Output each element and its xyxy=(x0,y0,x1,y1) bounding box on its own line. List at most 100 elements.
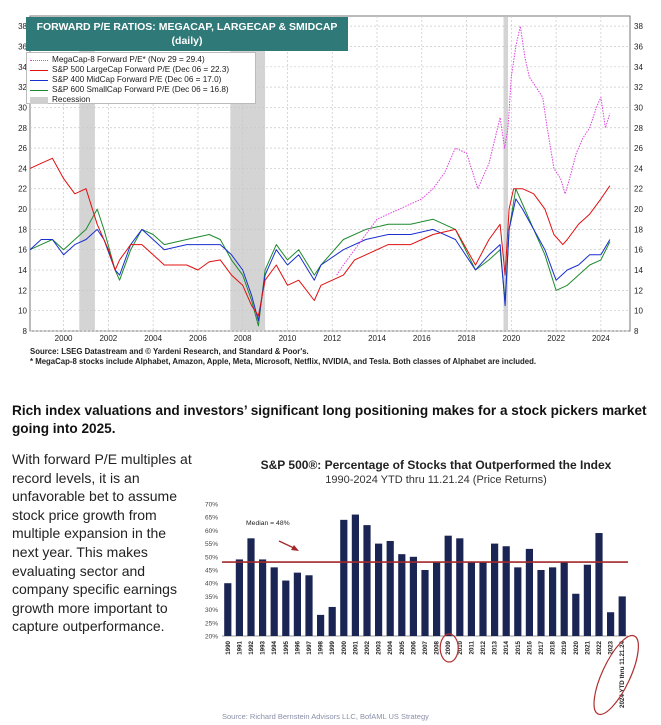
y-tick-label-right: 26 xyxy=(634,144,643,153)
bar xyxy=(235,559,243,636)
y-tick-label-right: 38 xyxy=(634,22,643,31)
legend-label: S&P 400 MidCap Forward P/E (Dec 06 = 17.… xyxy=(52,75,222,84)
x-tick-label: 2020 xyxy=(502,334,520,343)
y-tick-label-left: 10 xyxy=(18,307,27,316)
y-tick-label-right: 32 xyxy=(634,83,643,92)
legend-item-largecap: S&P 500 LargeCap Forward P/E (Dec 06 = 2… xyxy=(30,65,252,75)
legend-swatch xyxy=(30,59,48,61)
bar-x-tick-label: 2004 xyxy=(387,640,394,654)
y-tick-label-left: 20 xyxy=(18,205,27,214)
x-tick-label: 2024 xyxy=(592,334,610,343)
bar-x-tick-label: 2007 xyxy=(422,640,429,654)
bar xyxy=(525,548,533,636)
y-tick-label-left: 32 xyxy=(18,83,27,92)
bar-x-tick-label: 1991 xyxy=(236,640,243,654)
y-tick-label-right: 18 xyxy=(634,225,643,234)
y-tick-label-right: 28 xyxy=(634,124,643,133)
bar-x-tick-label: 2023 xyxy=(608,640,615,654)
chart-title-box: FORWARD P/E RATIOS: MEGACAP, LARGECAP & … xyxy=(26,17,348,51)
bar xyxy=(607,612,615,636)
bar xyxy=(340,519,348,636)
x-tick-label: 2010 xyxy=(279,334,297,343)
bar xyxy=(375,543,383,636)
bar xyxy=(456,538,464,636)
y-tick-label-right: 20 xyxy=(634,205,643,214)
median-label: Median = 48% xyxy=(246,520,290,527)
bar xyxy=(479,562,487,636)
y-tick-label-left: 24 xyxy=(18,164,27,173)
y-tick-label-right: 8 xyxy=(634,327,639,336)
bar-y-tick-label: 65% xyxy=(205,515,218,522)
y-tick-label-right: 24 xyxy=(634,164,643,173)
bar xyxy=(421,570,429,636)
bar xyxy=(398,554,406,636)
bar-x-tick-label: 2012 xyxy=(480,640,487,654)
bar-x-tick-label: 1993 xyxy=(260,640,267,654)
y-tick-label-right: 30 xyxy=(634,103,643,112)
y-tick-label-left: 30 xyxy=(18,103,27,112)
legend-swatch xyxy=(30,69,48,71)
x-tick-label: 2006 xyxy=(189,334,207,343)
legend-label: S&P 500 LargeCap Forward P/E (Dec 06 = 2… xyxy=(52,65,230,74)
series-line xyxy=(336,25,611,276)
bar xyxy=(583,564,591,636)
bar-x-tick-label: 2015 xyxy=(515,640,522,654)
bar-x-tick-label: 1990 xyxy=(225,640,232,654)
legend-item-megacap: MegaCap-8 Forward P/E* (Nov 29 = 29.4) xyxy=(30,55,252,65)
bar xyxy=(270,567,278,636)
y-tick-label-left: 38 xyxy=(18,22,27,31)
bar xyxy=(282,580,290,636)
bar-x-tick-label: 2002 xyxy=(364,640,371,654)
bar xyxy=(444,535,452,636)
y-tick-label-left: 34 xyxy=(18,63,27,72)
bar xyxy=(537,570,545,636)
chart-legend: MegaCap-8 Forward P/E* (Nov 29 = 29.4) S… xyxy=(26,52,256,104)
bar-x-tick-label: 1995 xyxy=(283,640,290,654)
bar-x-tick-label: 2006 xyxy=(410,640,417,654)
bar-x-tick-label: 2018 xyxy=(550,640,557,654)
bar-x-tick-label: 1997 xyxy=(306,640,313,654)
bar-x-tick-label: 2019 xyxy=(561,640,568,654)
bar xyxy=(618,596,626,636)
y-tick-label-right: 10 xyxy=(634,307,643,316)
x-tick-label: 2012 xyxy=(323,334,341,343)
series-line xyxy=(29,157,611,317)
bar-y-tick-label: 60% xyxy=(205,528,218,535)
bar-y-tick-label: 40% xyxy=(205,581,218,588)
x-tick-label: 2004 xyxy=(144,334,162,343)
bar-x-tick-label: 1992 xyxy=(248,640,255,654)
x-tick-label: 2018 xyxy=(458,334,476,343)
bar-x-tick-label: 2001 xyxy=(352,640,359,654)
bar-y-tick-label: 55% xyxy=(205,541,218,548)
bar-y-tick-label: 25% xyxy=(205,620,218,627)
bar xyxy=(386,540,394,636)
y-tick-label-right: 36 xyxy=(634,42,643,51)
y-tick-label-left: 8 xyxy=(23,327,28,336)
bar xyxy=(572,593,580,636)
bar-x-tick-label: 2014 xyxy=(503,640,510,654)
y-tick-label-right: 14 xyxy=(634,266,643,275)
bar-x-tick-label: 2008 xyxy=(434,640,441,654)
bar xyxy=(293,572,301,636)
y-tick-label-left: 26 xyxy=(18,144,27,153)
bar-chart-title: S&P 500®: Percentage of Stocks that Outp… xyxy=(260,458,612,472)
bar xyxy=(317,614,325,636)
chart-source: Source: LSEG Datastream and © Yardeni Re… xyxy=(30,347,309,356)
bar xyxy=(502,546,510,636)
chart-footnote: * MegaCap-8 stocks include Alphabet, Ama… xyxy=(30,357,537,366)
bar xyxy=(514,567,522,636)
highlight-circle xyxy=(593,634,639,716)
legend-item-midcap: S&P 400 MidCap Forward P/E (Dec 06 = 17.… xyxy=(30,75,252,85)
y-tick-label-right: 22 xyxy=(634,185,643,194)
y-tick-label-right: 16 xyxy=(634,246,643,255)
y-tick-label-left: 18 xyxy=(18,225,27,234)
bar-y-tick-label: 45% xyxy=(205,568,218,575)
y-tick-label-left: 14 xyxy=(18,266,27,275)
highlight-circle xyxy=(439,633,459,663)
legend-swatch-recession xyxy=(30,96,48,104)
bar xyxy=(259,559,267,636)
bar-x-tick-label: 2005 xyxy=(399,640,406,654)
y-tick-label-left: 12 xyxy=(18,286,27,295)
bar-x-tick-label: 2011 xyxy=(468,640,475,654)
y-tick-label-left: 28 xyxy=(18,124,27,133)
